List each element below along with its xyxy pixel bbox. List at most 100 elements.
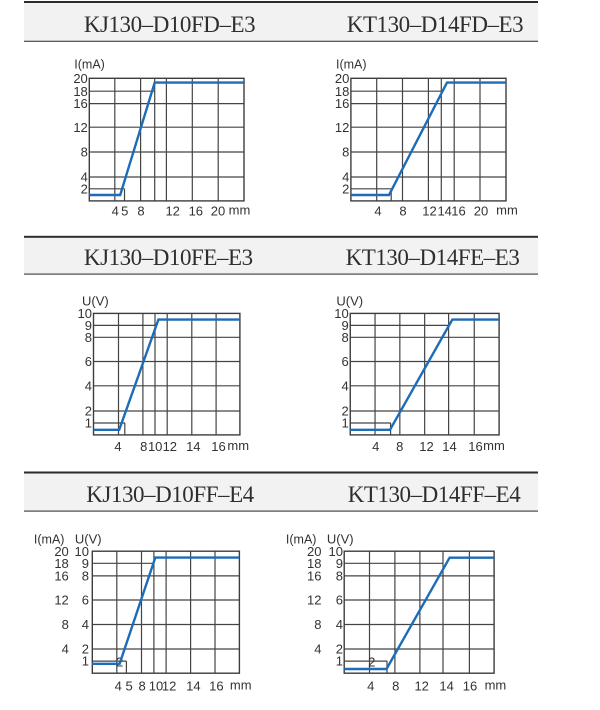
svg-text:U(V): U(V)	[75, 531, 102, 546]
svg-text:8: 8	[140, 439, 147, 454]
svg-text:6: 6	[85, 354, 92, 369]
svg-text:8: 8	[85, 330, 92, 345]
svg-text:12: 12	[163, 439, 177, 454]
svg-text:12: 12	[165, 203, 179, 218]
svg-text:16: 16	[189, 203, 203, 218]
svg-text:1: 1	[82, 654, 89, 669]
svg-text:9: 9	[342, 318, 349, 333]
svg-text:4: 4	[85, 378, 92, 393]
svg-text:20: 20	[73, 71, 87, 86]
svg-text:6: 6	[342, 354, 349, 369]
svg-text:18: 18	[54, 556, 68, 571]
svg-text:8: 8	[81, 145, 88, 160]
svg-text:4: 4	[367, 678, 374, 693]
svg-text:10: 10	[149, 678, 163, 693]
svg-text:16: 16	[468, 439, 482, 454]
svg-text:12: 12	[54, 593, 68, 608]
svg-text:U(V): U(V)	[82, 294, 109, 309]
svg-text:8: 8	[342, 145, 349, 160]
svg-text:KJ130–D10FF–E4: KJ130–D10FF–E4	[86, 482, 254, 507]
svg-text:mm: mm	[485, 677, 507, 692]
svg-text:12: 12	[414, 678, 428, 693]
svg-text:4: 4	[336, 617, 343, 632]
svg-text:16: 16	[209, 678, 223, 693]
svg-text:16: 16	[211, 439, 225, 454]
svg-text:14: 14	[186, 439, 200, 454]
svg-text:12: 12	[419, 439, 433, 454]
svg-text:U(V): U(V)	[327, 531, 354, 546]
svg-text:mm: mm	[230, 677, 252, 692]
svg-text:4: 4	[374, 203, 381, 218]
svg-text:12: 12	[422, 203, 436, 218]
svg-text:20: 20	[335, 71, 349, 86]
svg-text:1: 1	[342, 416, 349, 431]
svg-text:6: 6	[82, 593, 89, 608]
svg-text:2: 2	[342, 181, 349, 196]
svg-text:4: 4	[114, 439, 121, 454]
svg-text:16: 16	[307, 569, 321, 584]
svg-text:9: 9	[336, 556, 343, 571]
svg-text:KT130–D14FF–E4: KT130–D14FF–E4	[348, 482, 522, 507]
svg-text:4: 4	[81, 170, 88, 185]
svg-text:14: 14	[442, 439, 456, 454]
svg-text:4: 4	[62, 642, 69, 657]
svg-text:14: 14	[437, 203, 451, 218]
svg-text:9: 9	[82, 556, 89, 571]
svg-text:6: 6	[336, 593, 343, 608]
svg-text:mm: mm	[227, 438, 249, 453]
svg-text:14: 14	[439, 678, 453, 693]
svg-text:KT130–D14FE–E3: KT130–D14FE–E3	[346, 245, 520, 270]
svg-text:2: 2	[342, 404, 349, 419]
svg-text:mm: mm	[229, 202, 251, 217]
svg-text:2: 2	[81, 181, 88, 196]
svg-text:8: 8	[137, 203, 144, 218]
svg-text:20: 20	[474, 203, 488, 218]
svg-text:16: 16	[463, 678, 477, 693]
svg-text:4: 4	[115, 678, 122, 693]
svg-text:14: 14	[186, 678, 200, 693]
svg-text:8: 8	[138, 678, 145, 693]
svg-text:8: 8	[392, 678, 399, 693]
svg-text:10: 10	[334, 306, 348, 321]
svg-text:2: 2	[85, 404, 92, 419]
svg-text:10: 10	[329, 544, 343, 559]
svg-text:8: 8	[62, 617, 69, 632]
svg-text:U(V): U(V)	[336, 294, 363, 309]
svg-text:9: 9	[85, 318, 92, 333]
svg-text:2: 2	[82, 642, 89, 657]
svg-text:20: 20	[54, 544, 68, 559]
svg-text:12: 12	[73, 120, 87, 135]
svg-text:18: 18	[73, 84, 87, 99]
svg-text:I(mA): I(mA)	[74, 58, 105, 72]
svg-text:KT130–D14FD–E3: KT130–D14FD–E3	[347, 12, 523, 37]
svg-text:2: 2	[336, 642, 343, 657]
svg-text:4: 4	[314, 642, 321, 657]
svg-text:2: 2	[368, 655, 375, 670]
svg-text:KJ130–D10FE–E3: KJ130–D10FE–E3	[84, 245, 253, 270]
svg-text:mm: mm	[496, 202, 518, 217]
svg-text:18: 18	[335, 84, 349, 99]
svg-text:KJ130–D10FD–E3: KJ130–D10FD–E3	[84, 12, 255, 37]
svg-text:8: 8	[342, 330, 349, 345]
svg-text:10: 10	[75, 544, 89, 559]
svg-text:1: 1	[85, 416, 92, 431]
svg-text:12: 12	[335, 120, 349, 135]
svg-text:1: 1	[336, 654, 343, 669]
svg-text:10: 10	[148, 439, 162, 454]
svg-text:8: 8	[336, 569, 343, 584]
svg-text:mm: mm	[483, 438, 505, 453]
svg-text:I(mA): I(mA)	[34, 532, 65, 546]
svg-text:4: 4	[372, 439, 379, 454]
svg-text:I(mA): I(mA)	[336, 58, 367, 72]
svg-text:5: 5	[121, 203, 128, 218]
svg-text:I(mA): I(mA)	[286, 532, 317, 546]
svg-text:8: 8	[396, 439, 403, 454]
svg-text:20: 20	[307, 544, 321, 559]
svg-text:12: 12	[162, 678, 176, 693]
svg-text:16: 16	[335, 96, 349, 111]
svg-text:20: 20	[211, 203, 225, 218]
svg-text:10: 10	[78, 306, 92, 321]
svg-text:5: 5	[125, 678, 132, 693]
svg-text:4: 4	[112, 203, 119, 218]
svg-text:8: 8	[314, 617, 321, 632]
